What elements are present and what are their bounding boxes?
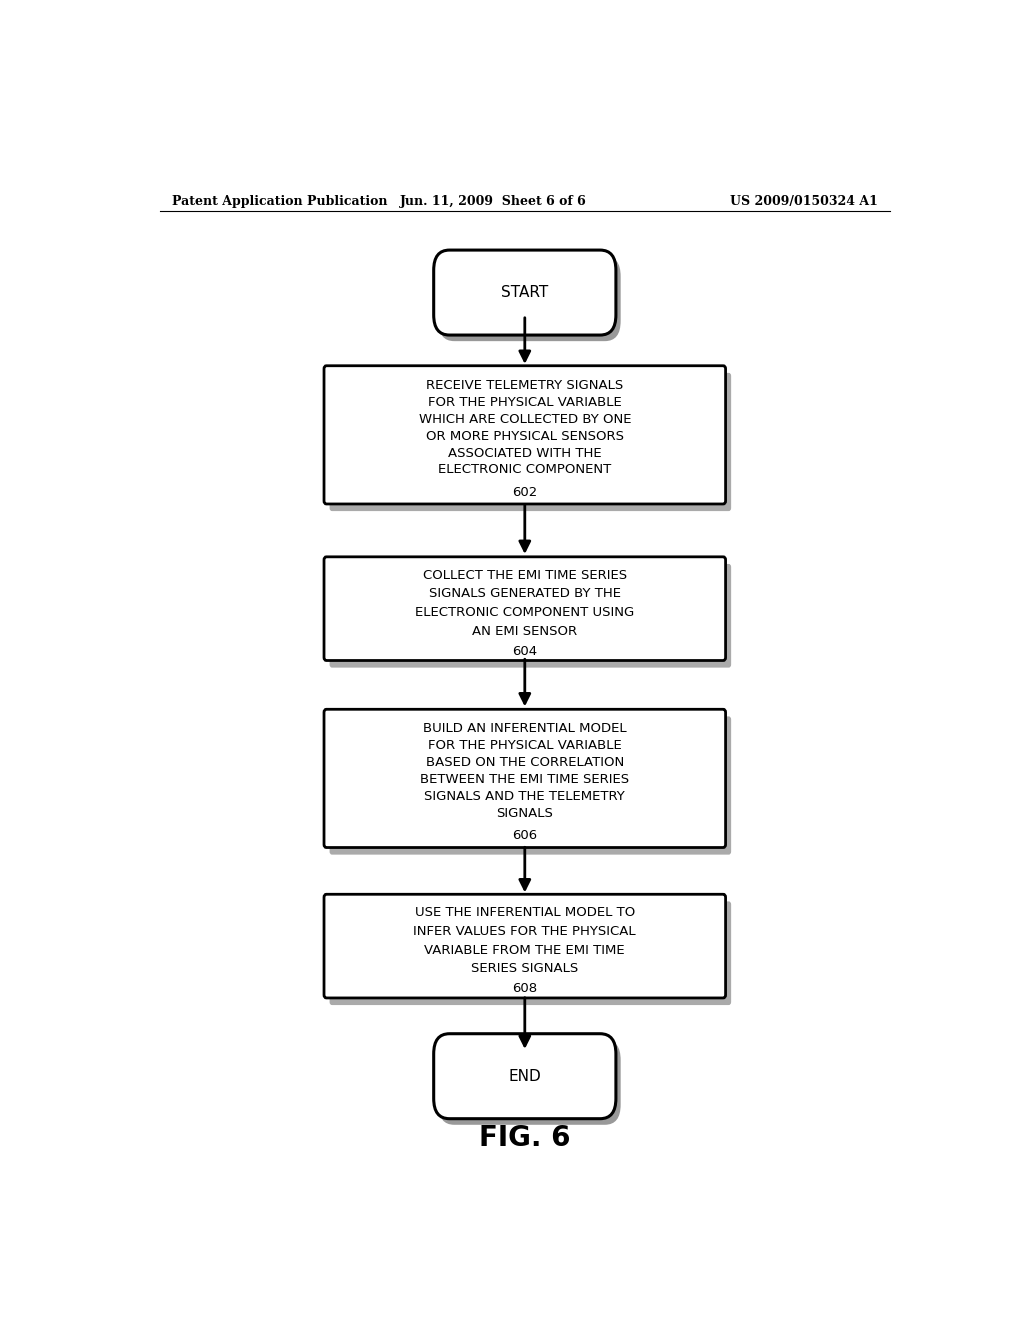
- Text: FOR THE PHYSICAL VARIABLE: FOR THE PHYSICAL VARIABLE: [428, 396, 622, 409]
- FancyBboxPatch shape: [324, 366, 726, 504]
- Text: Patent Application Publication: Patent Application Publication: [172, 194, 387, 207]
- Text: COLLECT THE EMI TIME SERIES: COLLECT THE EMI TIME SERIES: [423, 569, 627, 582]
- Text: FIG. 6: FIG. 6: [479, 1125, 570, 1152]
- FancyBboxPatch shape: [324, 709, 726, 847]
- FancyBboxPatch shape: [330, 717, 731, 854]
- Text: WHICH ARE COLLECTED BY ONE: WHICH ARE COLLECTED BY ONE: [419, 413, 631, 425]
- Text: SIGNALS GENERATED BY THE: SIGNALS GENERATED BY THE: [429, 587, 621, 601]
- Text: START: START: [501, 285, 549, 300]
- Text: BUILD AN INFERENTIAL MODEL: BUILD AN INFERENTIAL MODEL: [423, 722, 627, 735]
- Text: SIGNALS AND THE TELEMETRY: SIGNALS AND THE TELEMETRY: [424, 791, 626, 803]
- Text: BETWEEN THE EMI TIME SERIES: BETWEEN THE EMI TIME SERIES: [420, 774, 630, 787]
- Text: ELECTRONIC COMPONENT USING: ELECTRONIC COMPONENT USING: [415, 606, 635, 619]
- FancyBboxPatch shape: [324, 557, 726, 660]
- Text: OR MORE PHYSICAL SENSORS: OR MORE PHYSICAL SENSORS: [426, 429, 624, 442]
- Text: ASSOCIATED WITH THE: ASSOCIATED WITH THE: [447, 446, 602, 459]
- Text: RECEIVE TELEMETRY SIGNALS: RECEIVE TELEMETRY SIGNALS: [426, 379, 624, 392]
- Text: AN EMI SENSOR: AN EMI SENSOR: [472, 624, 578, 638]
- Text: Jun. 11, 2009  Sheet 6 of 6: Jun. 11, 2009 Sheet 6 of 6: [399, 194, 587, 207]
- Text: US 2009/0150324 A1: US 2009/0150324 A1: [730, 194, 878, 207]
- Text: USE THE INFERENTIAL MODEL TO: USE THE INFERENTIAL MODEL TO: [415, 906, 635, 919]
- Text: 608: 608: [512, 982, 538, 995]
- FancyBboxPatch shape: [434, 1034, 615, 1118]
- Text: 606: 606: [512, 829, 538, 842]
- Text: VARIABLE FROM THE EMI TIME: VARIABLE FROM THE EMI TIME: [425, 944, 625, 957]
- Text: FOR THE PHYSICAL VARIABLE: FOR THE PHYSICAL VARIABLE: [428, 739, 622, 752]
- Text: 604: 604: [512, 644, 538, 657]
- Text: END: END: [509, 1069, 541, 1084]
- FancyBboxPatch shape: [330, 902, 731, 1005]
- FancyBboxPatch shape: [438, 256, 621, 341]
- FancyBboxPatch shape: [438, 1040, 621, 1125]
- Text: SERIES SIGNALS: SERIES SIGNALS: [471, 962, 579, 975]
- FancyBboxPatch shape: [434, 249, 615, 335]
- FancyBboxPatch shape: [324, 894, 726, 998]
- Text: ELECTRONIC COMPONENT: ELECTRONIC COMPONENT: [438, 463, 611, 477]
- Text: INFER VALUES FOR THE PHYSICAL: INFER VALUES FOR THE PHYSICAL: [414, 925, 636, 937]
- Text: 602: 602: [512, 486, 538, 499]
- FancyBboxPatch shape: [330, 564, 731, 668]
- Text: BASED ON THE CORRELATION: BASED ON THE CORRELATION: [426, 756, 624, 770]
- FancyBboxPatch shape: [330, 372, 731, 511]
- Text: SIGNALS: SIGNALS: [497, 807, 553, 820]
